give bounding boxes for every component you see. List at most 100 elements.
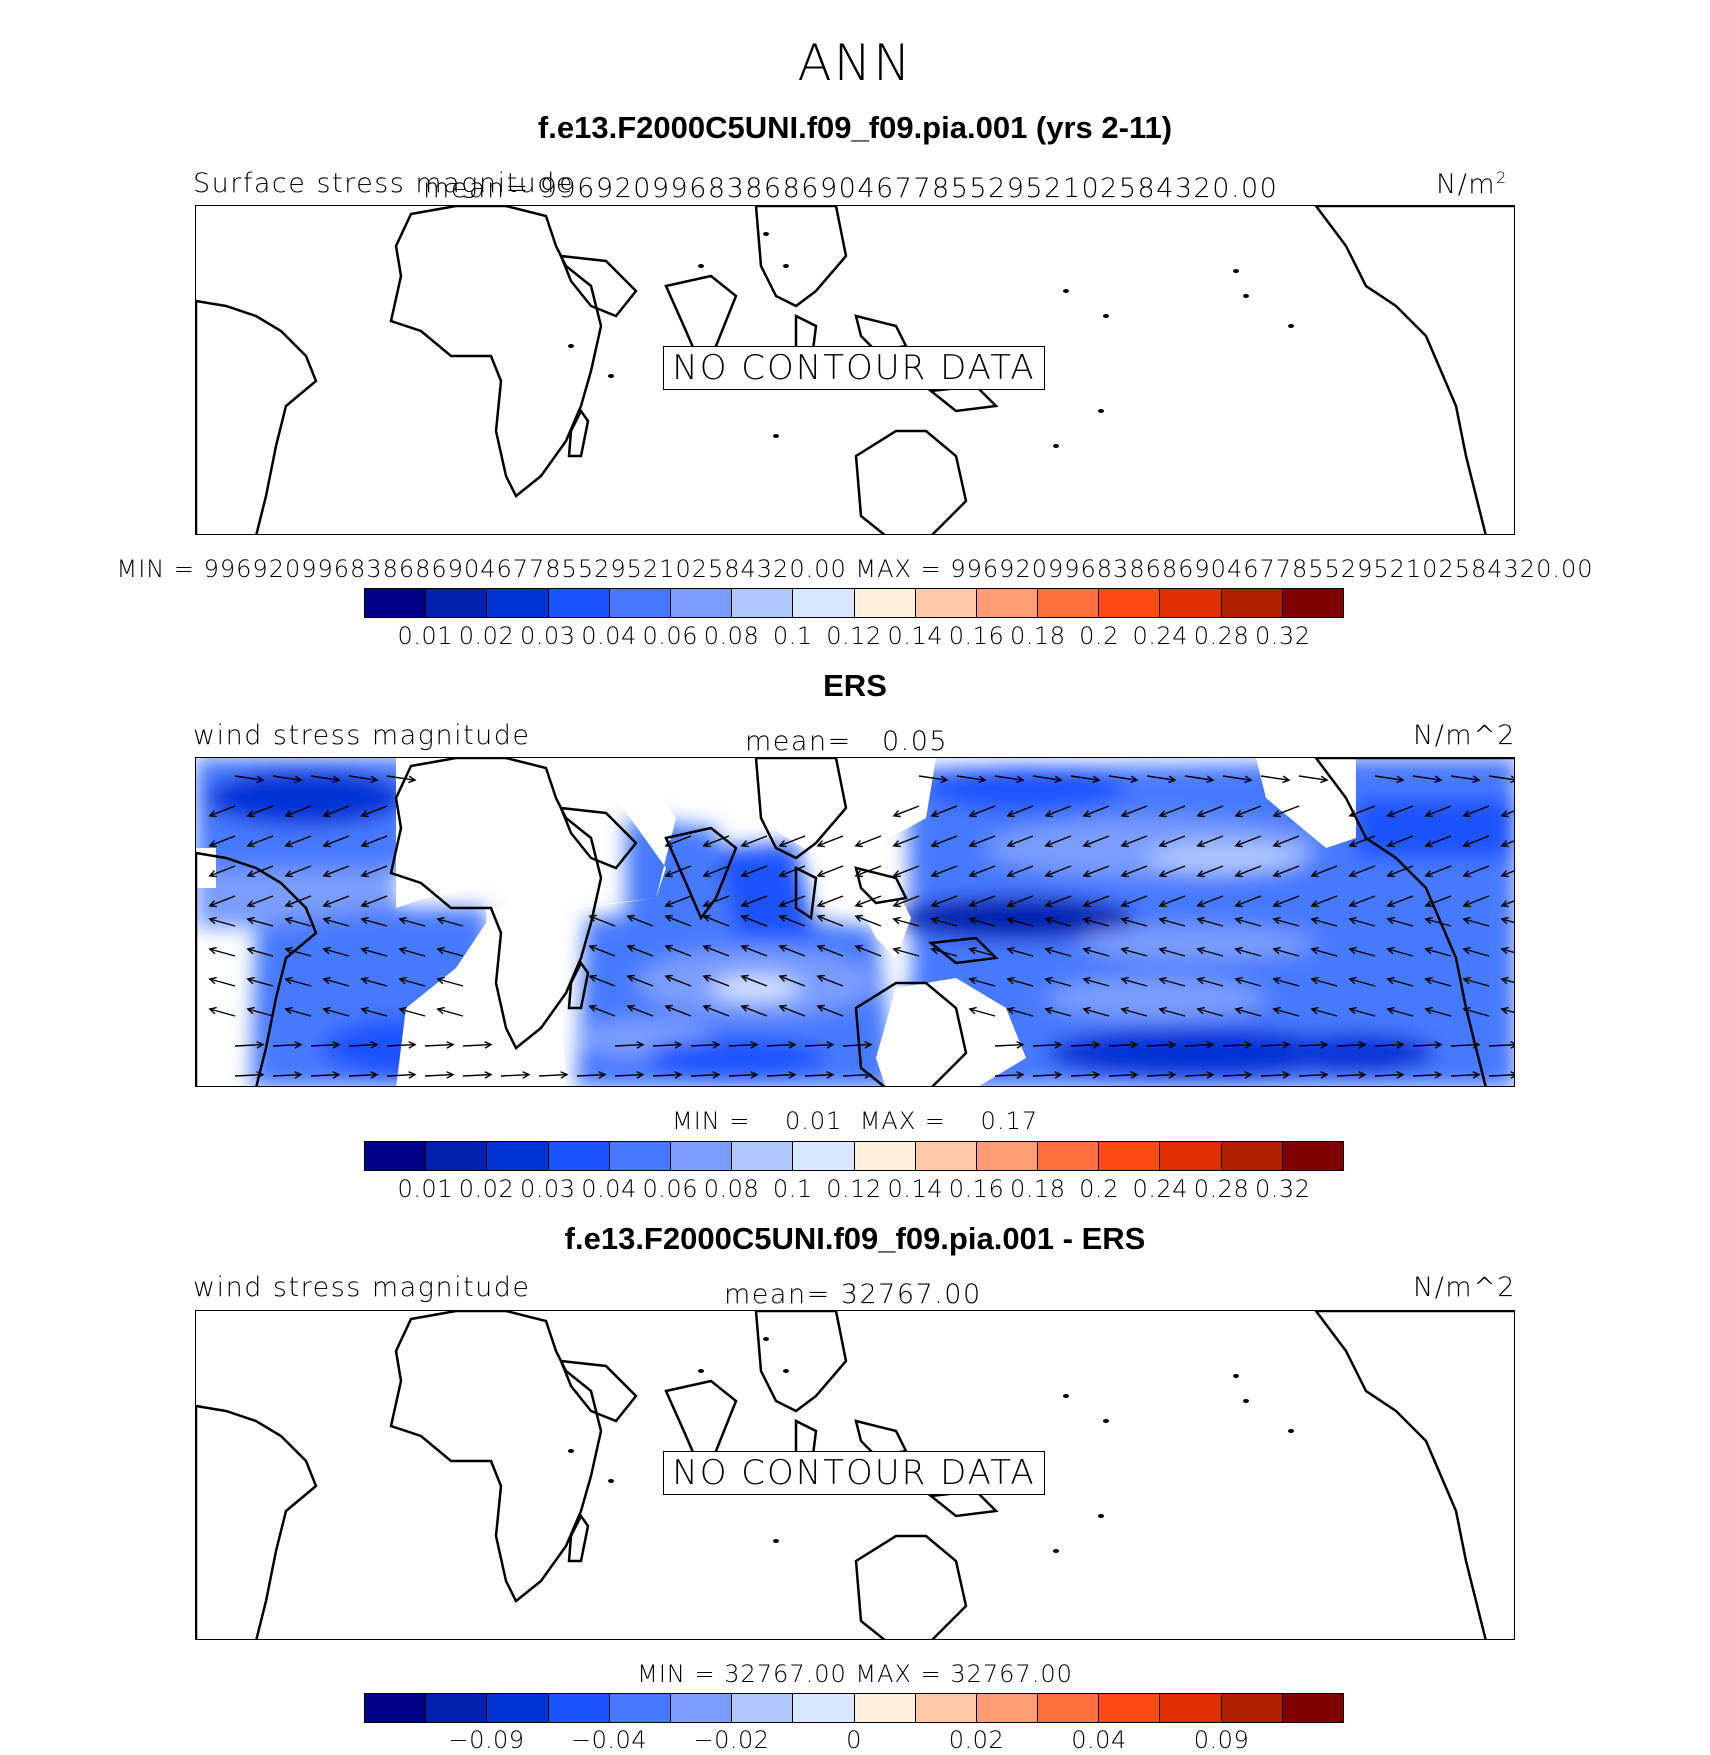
wind-vector: [918, 775, 948, 781]
wind-vector-head: [750, 1071, 759, 1079]
wind-vector-head: [1054, 1071, 1063, 1079]
wind-vector: [741, 915, 768, 927]
wind-vector: [323, 1008, 350, 1017]
wind-vector-head: [1158, 976, 1167, 985]
wind-vector: [1235, 918, 1262, 927]
colorbar-tick-label: −0.09: [448, 1726, 525, 1754]
colorbar-tick-label: −0.02: [693, 1726, 770, 1754]
wind-vector-head: [370, 775, 379, 784]
wind-vector-head: [1348, 976, 1357, 985]
island-mark: [1103, 1419, 1109, 1423]
panel2-max-value: 0.17: [980, 1107, 1038, 1135]
wind-vector: [855, 915, 882, 927]
wind-vector: [247, 918, 274, 927]
wind-vector-head: [1386, 916, 1395, 925]
wind-vector: [652, 1043, 682, 1047]
wind-vector: [779, 975, 806, 987]
wind-vector: [1235, 805, 1262, 817]
wind-vector-head: [1348, 916, 1357, 925]
wind-vector-head: [1396, 775, 1405, 784]
wind-vector-head: [626, 1004, 635, 1012]
colorbar-tick-label: 0: [846, 1726, 862, 1754]
wind-vector: [1311, 1008, 1338, 1017]
wind-vector-head: [1016, 1071, 1025, 1079]
wind-vector: [817, 835, 844, 847]
wind-vector-head: [522, 1071, 531, 1079]
panel2-max-label: MAX =: [859, 1107, 947, 1135]
colorbar-tick-label: 0.14: [887, 1175, 943, 1203]
wind-vector: [804, 1073, 834, 1077]
wind-vector: [855, 835, 882, 847]
wind-vector: [1146, 775, 1176, 781]
wind-vector: [1007, 1008, 1034, 1017]
island-mark: [763, 232, 769, 236]
wind-vector-head: [702, 1004, 711, 1012]
wind-vector-head: [1386, 946, 1395, 955]
wind-vector: [969, 1008, 996, 1017]
panel2-min-value: 0.01: [785, 1107, 843, 1135]
wind-vector-head: [360, 946, 369, 955]
wind-vector-head: [1424, 870, 1433, 878]
wind-vector: [703, 1005, 730, 1017]
wind-vector: [1083, 978, 1110, 987]
wind-vector: [1260, 775, 1290, 781]
wind-vector: [1159, 805, 1186, 817]
panel2-left-label: wind stress magnitude: [193, 720, 531, 751]
wind-vector: [779, 945, 806, 957]
colorbar-swatch: [854, 589, 916, 617]
wind-vector-head: [1234, 840, 1243, 848]
wind-vector-head: [854, 870, 863, 878]
coastline-segment: [754, 758, 848, 860]
panel1-max-label: MAX =: [855, 555, 942, 583]
wind-vector-head: [1348, 840, 1357, 848]
colorbar-tick-label: 0.03: [520, 622, 576, 650]
wind-vector-head: [1196, 946, 1205, 955]
wind-vector: [1083, 835, 1110, 847]
wind-vector-head: [1472, 1071, 1481, 1079]
wind-vector-head: [1462, 916, 1471, 925]
wind-vector-head: [702, 870, 711, 878]
wind-vector: [969, 978, 996, 987]
coastline-segment: [1314, 206, 1514, 534]
wind-vector: [1349, 865, 1376, 877]
panel3-map: NO CONTOUR DATA: [195, 1310, 1515, 1640]
panel1-max-value: 9969209968386869046778552952102584320.00: [950, 555, 1594, 583]
wind-vector-head: [626, 974, 635, 982]
colorbar-swatch: [854, 1694, 916, 1722]
wind-vector: [1197, 1008, 1224, 1017]
island-mark: [608, 1479, 614, 1483]
wind-vector-head: [1358, 1041, 1367, 1049]
wind-vector-head: [1234, 810, 1243, 818]
wind-vector: [931, 805, 958, 817]
island-mark: [608, 374, 614, 378]
wind-vector: [994, 1073, 1024, 1077]
wind-vector: [500, 1073, 530, 1077]
wind-vector: [538, 1073, 568, 1077]
wind-vector: [893, 948, 920, 957]
panel1-minmax: MIN = 9969209968386869046778552952102584…: [0, 555, 1710, 583]
wind-vector-head: [1044, 916, 1053, 925]
wind-vector: [1273, 895, 1300, 907]
wind-vector: [956, 775, 986, 781]
wind-vector: [1159, 948, 1186, 957]
wind-vector-head: [1082, 916, 1091, 925]
wind-vector: [361, 865, 388, 877]
wind-vector-head: [1006, 840, 1015, 848]
wind-vector-head: [370, 1041, 379, 1049]
panel1-no-data-box: NO CONTOUR DATA: [663, 346, 1045, 390]
wind-vector: [1425, 805, 1452, 817]
panel3-mean-label: mean=: [724, 1279, 831, 1310]
wind-vector-head: [1462, 810, 1471, 818]
colorbar-swatch: [609, 589, 671, 617]
wind-vector: [766, 1043, 796, 1047]
wind-vector-head: [1120, 810, 1129, 818]
wind-vector: [1425, 895, 1452, 907]
wind-vector: [1412, 1043, 1442, 1047]
panel1-units-sup: 2: [1496, 168, 1508, 187]
wind-vector: [247, 895, 274, 907]
coastline-segment: [567, 960, 590, 1010]
panel3-max-value: 32767.00: [950, 1660, 1073, 1688]
wind-vector-head: [436, 916, 445, 925]
panel2-coastline: [196, 758, 1514, 1086]
wind-vector: [665, 975, 692, 987]
